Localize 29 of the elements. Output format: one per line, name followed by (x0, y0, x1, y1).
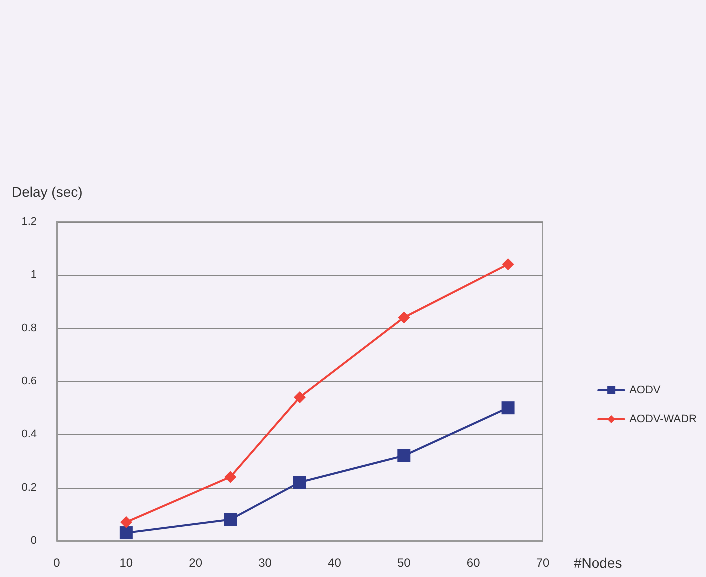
x-tick-label: 70 (536, 556, 550, 570)
x-tick-label: 40 (328, 556, 342, 570)
y-tick-label: 0.8 (22, 322, 37, 334)
x-axis-title: #Nodes (574, 555, 622, 571)
point (120, 516, 132, 528)
y-tick-label: 0.6 (22, 376, 37, 388)
x-tick-label: 50 (397, 556, 412, 570)
x-tick-label: 0 (54, 556, 61, 570)
legend-label: AODV (630, 384, 662, 396)
point (502, 402, 515, 415)
x-tick-label: 20 (189, 556, 203, 570)
point (294, 476, 306, 490)
x-tick-label: 60 (466, 556, 481, 570)
x-tick-label: 10 (120, 556, 134, 570)
point (294, 391, 306, 404)
y-tick-label: 0.4 (22, 428, 37, 441)
y-tick-label: 0.2 (22, 482, 37, 494)
point (502, 258, 514, 271)
point (398, 312, 410, 324)
point (224, 471, 237, 484)
y-tick-label: 1 (30, 269, 37, 282)
legend-label: AODV-WADR (630, 414, 698, 426)
y-tick-label: 1.2 (22, 216, 37, 228)
x-tick-label: 30 (258, 556, 272, 570)
point (398, 449, 411, 462)
y-axis-title: Delay (sec) (12, 184, 83, 200)
point (120, 526, 133, 540)
y-tick-label: 0 (30, 535, 37, 547)
point (224, 513, 238, 526)
